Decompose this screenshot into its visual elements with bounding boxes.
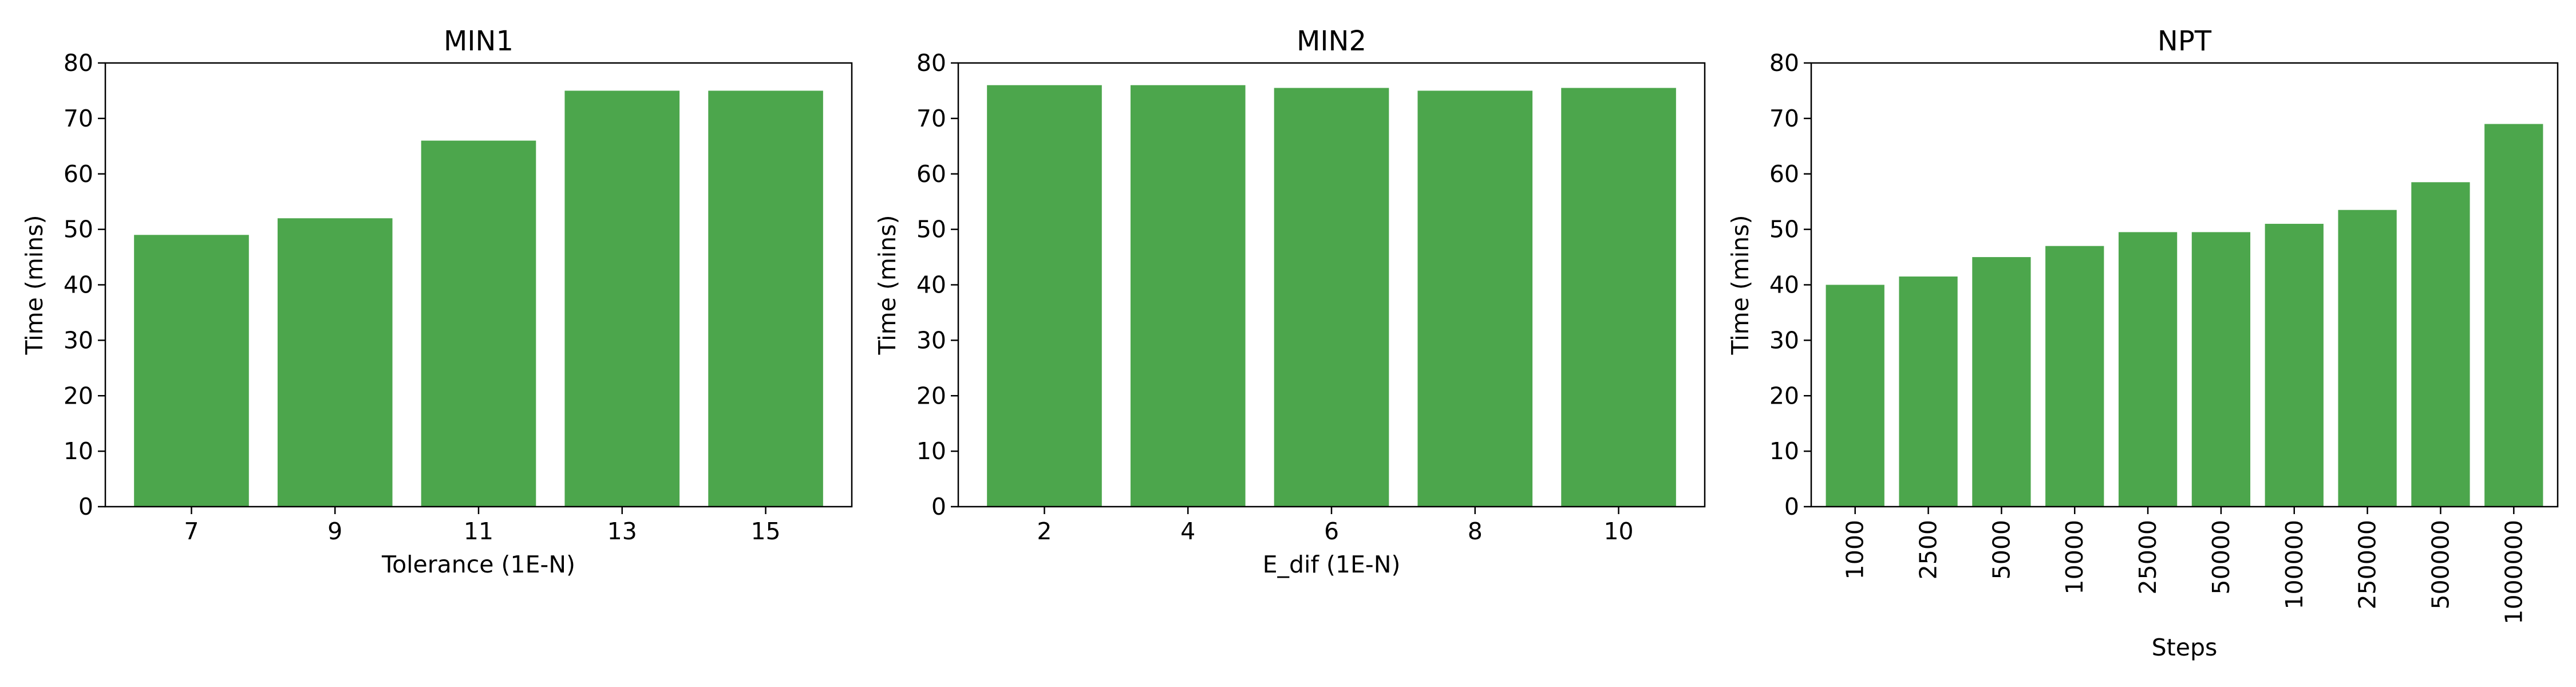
chart-panel-min1: 0 10 20 30 40 50 60 70 80 7 9 11 13 15 MIN1 Tolerance (… (21, 25, 853, 578)
y-tick-label: 60 (1769, 160, 1799, 188)
y-tick-label: 30 (64, 326, 93, 354)
y-tick-label: 80 (1769, 49, 1799, 77)
x-tick-label: 13 (607, 518, 637, 545)
x-tick-label: 2 (1037, 518, 1052, 545)
bar-1000000 (2484, 124, 2543, 507)
x-tick-label: 5000 (1988, 520, 2015, 579)
chart-title: NPT (2158, 25, 2212, 57)
bar-50000 (2191, 232, 2251, 507)
x-axis-label: Steps (2152, 634, 2218, 661)
y-tick-label: 70 (1769, 105, 1799, 132)
x-tick-label: 9 (327, 518, 342, 545)
bar-500000 (2411, 182, 2470, 507)
bar-25000 (2118, 232, 2178, 507)
y-tick-label: 70 (64, 105, 93, 132)
y-tick-label: 80 (916, 49, 946, 77)
y-tick-label: 50 (64, 216, 93, 243)
x-tick-label: 1000 (1842, 520, 1869, 579)
bar-10 (1561, 88, 1676, 507)
y-tick-label: 60 (64, 160, 93, 188)
x-tick-label: 6 (1324, 518, 1339, 545)
y-tick-label: 20 (916, 382, 946, 409)
x-tick-label: 15 (750, 518, 780, 545)
y-tick-label: 0 (78, 493, 93, 520)
y-tick-label: 40 (64, 271, 93, 299)
bar-11 (421, 140, 536, 507)
bar-13 (564, 90, 680, 507)
y-tick-label: 50 (916, 216, 946, 243)
bar-15 (708, 90, 823, 507)
x-tick-label: 4 (1180, 518, 1195, 545)
y-tick-label: 30 (1769, 326, 1799, 354)
bar-8 (1417, 90, 1533, 507)
x-tick-label: 1000000 (2500, 520, 2527, 625)
bar-2 (987, 85, 1102, 507)
bar-5000 (1972, 257, 2031, 507)
x-tick-label: 10 (1603, 518, 1633, 545)
x-tick-label: 7 (184, 518, 199, 545)
x-axis-label: E_dif (1E-N) (1263, 551, 1401, 578)
x-axis-label: Tolerance (1E-N) (381, 551, 575, 578)
bar-6 (1274, 88, 1389, 507)
bar-7 (134, 235, 249, 507)
y-axis-label: Time (mins) (1726, 215, 1754, 355)
y-tick-label: 40 (916, 271, 946, 299)
y-axis-label: Time (mins) (21, 215, 48, 355)
bar-2500 (1899, 276, 1958, 507)
y-tick-label: 10 (1769, 437, 1799, 465)
x-tick-label: 50000 (2207, 520, 2235, 594)
x-tick-label: 250000 (2354, 520, 2381, 610)
y-tick-label: 80 (64, 49, 93, 77)
y-tick-label: 10 (64, 437, 93, 465)
bar-250000 (2338, 210, 2397, 507)
x-tick-label: 8 (1468, 518, 1483, 545)
y-tick-label: 50 (1769, 216, 1799, 243)
x-tick-label: 500000 (2427, 520, 2454, 610)
x-tick-label: 25000 (2134, 520, 2162, 594)
x-tick-label: 2500 (1915, 520, 1942, 579)
y-tick-label: 30 (916, 326, 946, 354)
x-tick-label: 11 (464, 518, 493, 545)
y-tick-label: 20 (1769, 382, 1799, 409)
bar-100000 (2265, 223, 2324, 507)
y-tick-label: 0 (931, 493, 946, 520)
y-tick-label: 40 (1769, 271, 1799, 299)
y-tick-label: 70 (916, 105, 946, 132)
bar-1000 (1826, 285, 1884, 507)
chart-title: MIN2 (1297, 25, 1366, 57)
y-tick-label: 10 (916, 437, 946, 465)
y-axis-label: Time (mins) (874, 215, 901, 355)
y-tick-label: 0 (1784, 493, 1799, 520)
y-tick-label: 20 (64, 382, 93, 409)
bar-9 (277, 218, 393, 507)
bar-4 (1130, 85, 1246, 507)
bar-10000 (2045, 246, 2104, 507)
y-tick-label: 60 (916, 160, 946, 188)
x-tick-label: 10000 (2061, 520, 2088, 594)
x-tick-label: 100000 (2281, 520, 2308, 610)
chart-panel-npt: 0 10 20 30 40 50 60 70 80 1000 2500 5000 10000 25000 5… (1726, 25, 2559, 661)
chart-title: MIN1 (444, 25, 513, 57)
chart-panel-min2: 0 10 20 30 40 50 60 70 80 2 4 6 8 10 MIN2 E_dif (1E-N) T… (874, 25, 1706, 578)
